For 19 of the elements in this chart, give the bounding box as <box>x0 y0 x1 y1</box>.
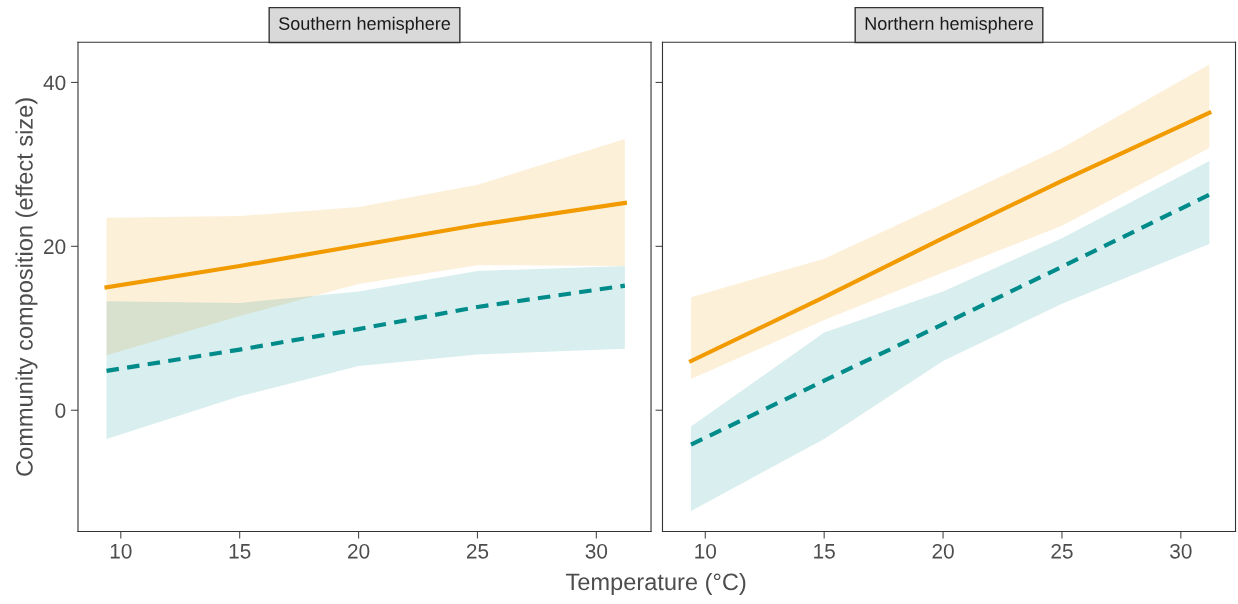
x-tick-label: 25 <box>1051 543 1073 559</box>
chart-title: Southern hemisphere <box>279 16 451 34</box>
y-tick-label: 0 <box>55 403 66 418</box>
line-series <box>104 283 627 373</box>
x-axis-title: Temperature (°C) <box>566 572 746 595</box>
y-axis-title: Community composition (effect size) <box>15 98 38 476</box>
x-tick-label: 30 <box>585 543 608 559</box>
chart-title: Northern hemisphere <box>865 16 1034 34</box>
line-series <box>104 200 627 290</box>
x-tick-label: 30 <box>1170 543 1192 559</box>
y-tick-label: 40 <box>43 75 66 91</box>
x-tick-label: 10 <box>110 543 132 559</box>
x-tick-label: 10 <box>695 543 717 559</box>
x-tick-label: 20 <box>348 543 370 559</box>
x-tick-label: 20 <box>932 543 954 559</box>
y-tick-label: 20 <box>44 239 66 255</box>
x-tick-label: 25 <box>466 543 489 559</box>
x-tick-label: 15 <box>229 544 251 559</box>
x-tick-label: 15 <box>814 544 835 559</box>
